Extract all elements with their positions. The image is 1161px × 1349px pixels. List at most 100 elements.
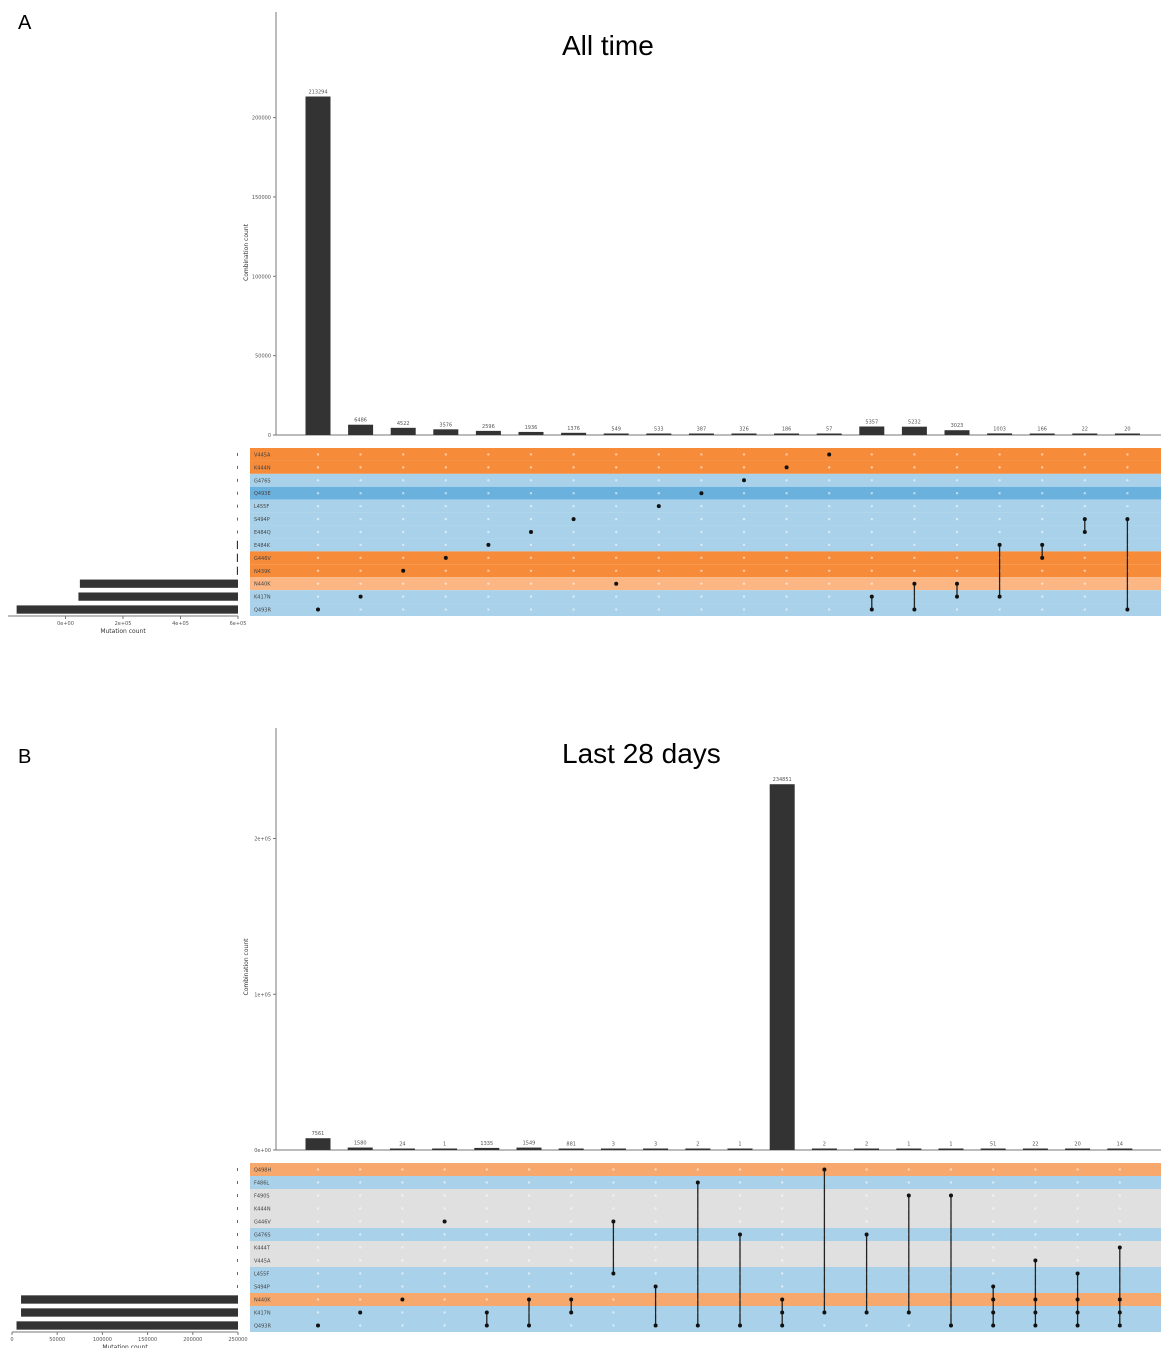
matrix-empty-dot [487, 582, 490, 585]
set-size-bar [78, 592, 238, 601]
matrix-empty-dot [700, 504, 703, 508]
matrix-empty-dot [742, 569, 746, 572]
bar [390, 427, 416, 435]
matrix-empty-dot [359, 569, 362, 572]
combination-dot [991, 1284, 996, 1289]
matrix-empty-dot [402, 530, 405, 534]
bar-value-label: 3 [654, 1142, 657, 1148]
set-axis-tick-label: 100000 [93, 1337, 112, 1343]
matrix-empty-dot [738, 1194, 742, 1197]
combination-dot [912, 581, 917, 586]
combination-dot [864, 1232, 869, 1237]
panel-a-title: All time [562, 30, 654, 61]
matrix-empty-dot [738, 1220, 742, 1223]
matrix-empty-dot [781, 1168, 784, 1171]
set-label: Q493E [254, 491, 271, 497]
combination-dot [780, 1310, 785, 1315]
combination-dot [822, 1310, 827, 1315]
bar [944, 430, 970, 435]
matrix-empty-dot [359, 466, 362, 469]
set-label: G476S [254, 1233, 271, 1239]
matrix-empty-dot [485, 1194, 488, 1197]
matrix-empty-dot [700, 530, 703, 534]
matrix-empty-dot [401, 1272, 404, 1275]
matrix-empty-dot [785, 530, 788, 534]
matrix-empty-dot [572, 492, 575, 495]
matrix-empty-dot [401, 1181, 404, 1184]
combination-dot [780, 1323, 785, 1328]
matrix-empty-dot [870, 543, 873, 547]
matrix-empty-dot [316, 1259, 320, 1262]
bar [474, 1147, 500, 1150]
combination-dot [442, 1219, 447, 1224]
matrix-empty-dot [785, 504, 788, 508]
bar [1072, 433, 1098, 435]
set-label: Q493R [254, 608, 271, 614]
bar-value-label: 57 [826, 427, 832, 433]
matrix-empty-dot [316, 569, 320, 572]
matrix-empty-dot [781, 1181, 784, 1184]
matrix-empty-dot [1041, 479, 1044, 482]
y-tick-label: 0e+00 [254, 1148, 271, 1154]
matrix-empty-dot [870, 569, 873, 572]
matrix-empty-dot [955, 608, 959, 611]
set-label: N440K [254, 1298, 271, 1304]
matrix-empty-dot [828, 466, 831, 469]
y-axis-label: Combination count [243, 938, 250, 996]
matrix-empty-dot [738, 1207, 742, 1210]
panel-b-title: Last 28 days [562, 738, 721, 769]
matrix-empty-dot [359, 582, 362, 585]
set-axis-label: Mutation count [102, 1344, 148, 1348]
combination-dot [906, 1310, 911, 1315]
matrix-empty-dot [570, 1233, 573, 1236]
matrix-empty-dot [316, 504, 320, 508]
combination-dot [358, 1310, 363, 1315]
matrix-row-band [250, 486, 1161, 500]
matrix-row-band [250, 460, 1161, 474]
combination-dot [822, 1167, 827, 1172]
matrix-empty-dot [781, 1246, 784, 1249]
matrix-empty-dot [612, 1298, 615, 1301]
set-tick [237, 491, 238, 495]
matrix-empty-dot [949, 1181, 953, 1184]
matrix-empty-dot [444, 608, 447, 611]
matrix-empty-dot [907, 1168, 910, 1171]
bar-value-label: 881 [566, 1142, 576, 1148]
bar [859, 426, 885, 435]
matrix-empty-dot [316, 1207, 320, 1210]
matrix-empty-dot [401, 1220, 404, 1223]
bar [600, 1148, 626, 1150]
matrix-empty-dot [401, 1207, 404, 1210]
matrix-empty-dot [444, 569, 447, 572]
bar [896, 1148, 922, 1150]
matrix-empty-dot [913, 530, 916, 534]
matrix-empty-dot [654, 1233, 657, 1236]
matrix-empty-dot [612, 1285, 615, 1288]
set-axis-label: Mutation count [100, 628, 146, 635]
combination-dot [949, 1193, 953, 1198]
matrix-empty-dot [913, 466, 916, 469]
matrix-empty-dot [955, 530, 959, 534]
bar-value-label: 4522 [397, 421, 410, 427]
matrix-empty-dot [998, 492, 1001, 495]
matrix-empty-dot [781, 1233, 784, 1236]
matrix-empty-dot [696, 1168, 699, 1171]
matrix-empty-dot [781, 1272, 784, 1275]
matrix-empty-dot [527, 1259, 531, 1262]
matrix-empty-dot [992, 1207, 995, 1210]
set-axis-tick-label: 0e+00 [57, 621, 74, 627]
matrix-empty-dot [570, 1246, 573, 1249]
matrix-empty-dot [529, 466, 533, 469]
matrix-empty-dot [316, 1311, 320, 1314]
matrix-empty-dot [359, 1272, 362, 1275]
set-size-bar [236, 566, 238, 575]
matrix-empty-dot [992, 1220, 995, 1223]
matrix-empty-dot [785, 479, 788, 482]
bar [685, 1148, 711, 1150]
matrix-empty-dot [913, 504, 916, 508]
combination-dot [1033, 1258, 1038, 1263]
combination-dot [827, 452, 832, 457]
matrix-empty-dot [359, 1285, 362, 1288]
matrix-empty-dot [612, 1311, 615, 1314]
matrix-empty-dot [401, 1311, 404, 1314]
